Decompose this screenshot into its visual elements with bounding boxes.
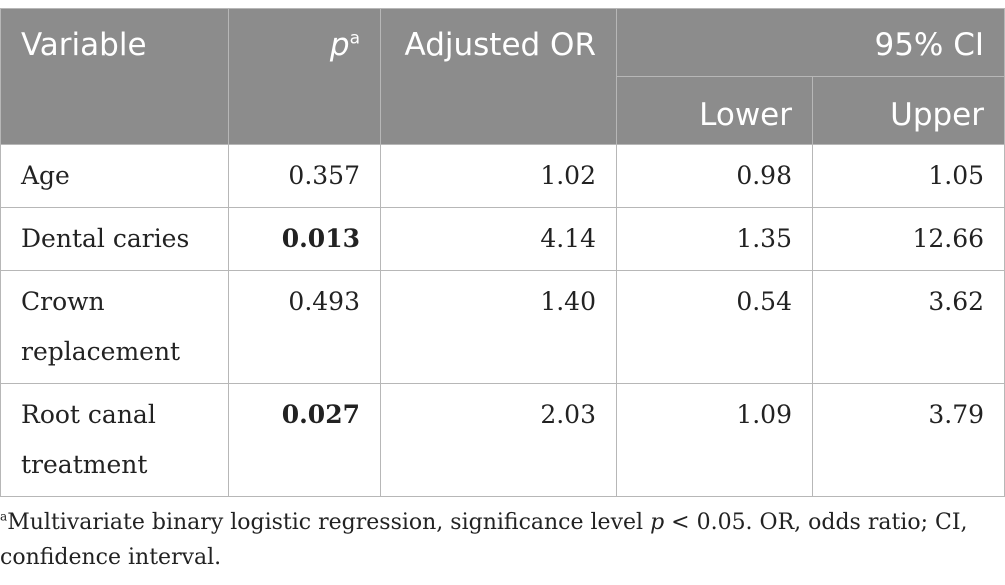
footnote-text-after: < 0.05. OR, odds ratio; CI, confidence i… — [0, 510, 968, 570]
cell-ci-upper: 12.66 — [811, 207, 1005, 271]
table-body: Age 0.357 1.02 0.98 1.05 Dental caries 0… — [0, 144, 1005, 497]
cell-ci-lower: 1.09 — [616, 383, 813, 497]
table-row: Age 0.357 1.02 0.98 1.05 — [0, 144, 1005, 208]
footnote-text-before: Multivariate binary logistic regression,… — [7, 510, 651, 535]
regression-table: Variable pa Adjusted OR 95% CI Lower Upp… — [0, 8, 1005, 497]
header-lower: Lower — [616, 76, 813, 145]
cell-ci-lower: 1.35 — [616, 207, 813, 271]
header-variable: Variable — [0, 8, 229, 145]
footnote-marker: a — [0, 509, 8, 524]
footnote-p-symbol: p — [650, 510, 665, 535]
header-p-value: pa — [228, 8, 381, 145]
cell-adjusted-or: 1.02 — [380, 144, 617, 208]
table-footnote: aMultivariate binary logistic regression… — [0, 505, 1000, 575]
cell-ci-upper: 1.05 — [811, 144, 1005, 208]
table-row: Crown replacement 0.493 1.40 0.54 3.62 — [0, 270, 1005, 384]
cell-variable: Crown replacement — [0, 270, 229, 384]
cell-ci-upper: 3.79 — [811, 383, 1005, 497]
cell-p-value: 0.493 — [228, 270, 381, 384]
header-ci: 95% CI — [615, 8, 1005, 77]
cell-adjusted-or: 4.14 — [380, 207, 617, 271]
table-header: Variable pa Adjusted OR 95% CI Lower Upp… — [0, 8, 1005, 145]
header-upper: Upper — [811, 76, 1005, 145]
cell-variable: Age — [0, 144, 229, 208]
cell-variable: Root canal treatment — [0, 383, 229, 497]
table-row: Root canal treatment 0.027 2.03 1.09 3.7… — [0, 383, 1005, 497]
header-p-symbol: p — [329, 27, 350, 63]
table-row: Dental caries 0.013 4.14 1.35 12.66 — [0, 207, 1005, 271]
header-adjusted-or: Adjusted OR — [380, 8, 617, 145]
cell-variable: Dental caries — [0, 207, 229, 271]
cell-ci-upper: 3.62 — [811, 270, 1005, 384]
cell-ci-lower: 0.98 — [616, 144, 813, 208]
header-p-superscript: a — [349, 28, 360, 49]
cell-ci-lower: 0.54 — [616, 270, 813, 384]
cell-p-value: 0.357 — [228, 144, 381, 208]
cell-adjusted-or: 1.40 — [380, 270, 617, 384]
cell-p-value: 0.027 — [228, 383, 381, 497]
cell-p-value: 0.013 — [228, 207, 381, 271]
cell-adjusted-or: 2.03 — [380, 383, 617, 497]
